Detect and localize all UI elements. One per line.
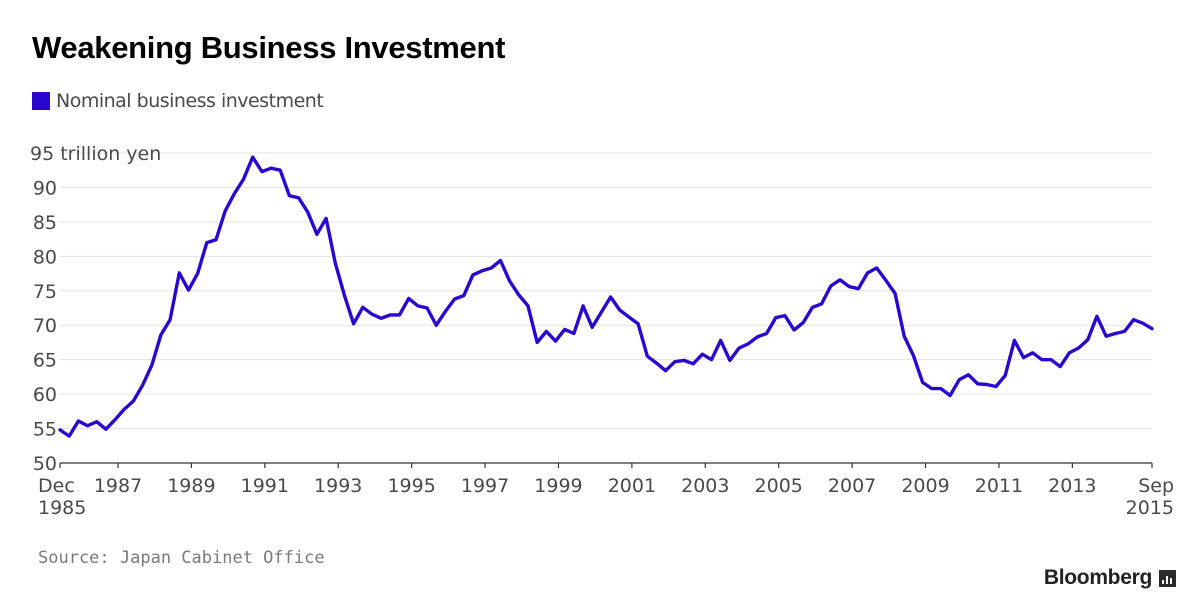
x-tick-label: 1991: [241, 475, 289, 497]
x-tick-label: Sep: [1138, 475, 1174, 497]
y-tick-label: 65: [33, 350, 57, 372]
x-tick-label: 2009: [901, 475, 949, 497]
x-tick-label: 2003: [681, 475, 729, 497]
y-tick-label: 75: [33, 281, 57, 303]
x-tick-label: Dec: [38, 475, 75, 497]
x-tick-label: 2015: [1126, 497, 1174, 519]
x-tick-label: 1995: [387, 475, 435, 497]
y-tick-label: 85: [33, 212, 57, 234]
x-tick-label: 1985: [38, 497, 86, 519]
bloomberg-terminal-icon: [1159, 569, 1176, 587]
y-tick-label: 55: [33, 419, 57, 441]
x-tick-label: 2001: [608, 475, 656, 497]
x-tick-label: 1999: [534, 475, 582, 497]
y-tick-label: 95 trillion yen: [30, 143, 161, 165]
y-tick-label: 70: [33, 315, 57, 337]
y-tick-label: 90: [33, 177, 57, 199]
x-tick-label: 2011: [975, 475, 1023, 497]
x-tick-label: 2007: [828, 475, 876, 497]
x-tick-label: 1989: [167, 475, 215, 497]
y-tick-label: 50: [33, 453, 57, 475]
chart-title: Weakening Business Investment: [32, 30, 506, 65]
legend: Nominal business investment: [32, 90, 324, 112]
series-line: [58, 155, 1154, 438]
x-tick-label: 2005: [755, 475, 803, 497]
legend-label: Nominal business investment: [56, 90, 324, 112]
x-tick-label: 1987: [94, 475, 142, 497]
x-tick-label: 2013: [1048, 475, 1096, 497]
source-note: Source: Japan Cabinet Office: [38, 548, 325, 568]
y-tick-label: 60: [33, 384, 57, 406]
brand-name: Bloomberg: [1043, 566, 1152, 589]
brand-logo: Bloomberg: [1044, 566, 1176, 590]
x-tick-label: 1993: [314, 475, 362, 497]
x-tick-label: 1997: [461, 475, 509, 497]
y-tick-label: 80: [33, 246, 57, 268]
legend-swatch: [32, 92, 50, 110]
